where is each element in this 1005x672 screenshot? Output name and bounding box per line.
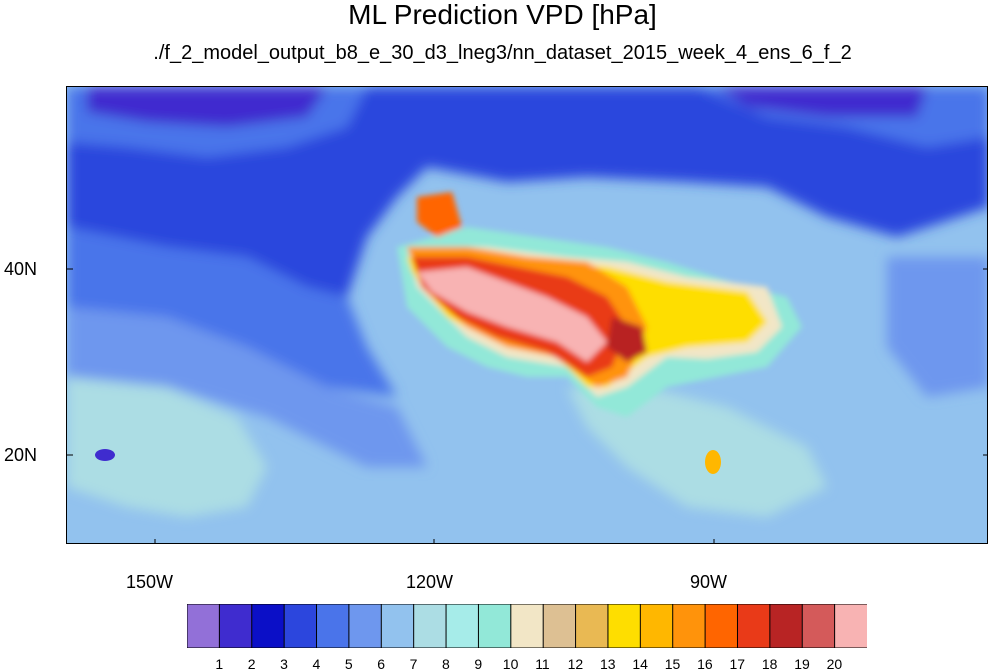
colorbar-tick-label: 3 — [280, 656, 288, 672]
colorbar-tick-label: 12 — [567, 656, 584, 672]
colorbar-swatch — [575, 604, 609, 648]
colorbar-swatch — [510, 604, 545, 648]
colorbar-swatch — [445, 604, 480, 648]
colorbar-swatch — [704, 604, 739, 648]
colorbar-tick-label: 6 — [377, 656, 386, 672]
colorbar-swatch — [477, 604, 512, 648]
colorbar-swatch — [736, 604, 771, 648]
colorbar-swatch — [218, 604, 253, 648]
colorbar-tick-label: 11 — [535, 656, 550, 672]
vpd-field — [67, 87, 987, 543]
colorbar-tick-label: 10 — [502, 656, 519, 672]
colorbar-swatch — [639, 604, 674, 648]
lon-label-150w: 150W — [126, 572, 174, 592]
map-title: ML Prediction VPD [hPa] — [348, 0, 657, 30]
colorbar-swatch — [413, 604, 448, 648]
lat-label-40n: 40N — [4, 259, 38, 279]
colorbar-tick-label: 4 — [312, 656, 321, 672]
colorbar-swatch — [769, 604, 804, 648]
colorbar-tick-label: 20 — [826, 656, 843, 672]
colorbar-swatch — [380, 604, 415, 648]
colorbar-swatch — [672, 604, 707, 648]
colorbar-tick-label: 2 — [247, 656, 256, 672]
colorbar-tick-label: 16 — [697, 656, 713, 672]
colorbar-swatch — [801, 604, 836, 648]
colorbar-tick-label: 18 — [761, 656, 778, 672]
colorbar-tick-label: 13 — [599, 656, 616, 672]
colorbar-swatch — [187, 604, 221, 648]
colorbar-tick-label: 7 — [409, 656, 418, 672]
colorbar-swatch — [251, 604, 286, 648]
lon-label-90w: 90W — [690, 572, 728, 592]
colorbar — [187, 604, 867, 648]
lon-label-120w: 120W — [406, 572, 454, 592]
colorbar-swatch — [607, 604, 642, 648]
colorbar-swatch — [542, 604, 577, 648]
colorbar-tick-label: 9 — [474, 656, 483, 672]
map-subtitle: ./f_2_model_output_b8_e_30_d3_lneg3/nn_d… — [153, 42, 852, 64]
colorbar-tick-label: 5 — [344, 656, 353, 672]
colorbar-swatch — [348, 604, 383, 648]
colorbar-tick-label: 19 — [794, 656, 810, 672]
colorbar-swatch — [316, 604, 350, 648]
colorbar-tick-label: 8 — [442, 656, 450, 672]
colorbar-tick-label: 15 — [664, 656, 681, 672]
colorbar-tick-label: 14 — [632, 656, 648, 672]
colorbar-swatch — [834, 604, 867, 648]
lat-label-20n: 20N — [4, 445, 38, 465]
colorbar-swatch — [283, 604, 318, 648]
vpd-map — [66, 86, 988, 544]
colorbar-tick-label: 17 — [729, 656, 746, 672]
colorbar-tick-label: 1 — [215, 656, 224, 672]
